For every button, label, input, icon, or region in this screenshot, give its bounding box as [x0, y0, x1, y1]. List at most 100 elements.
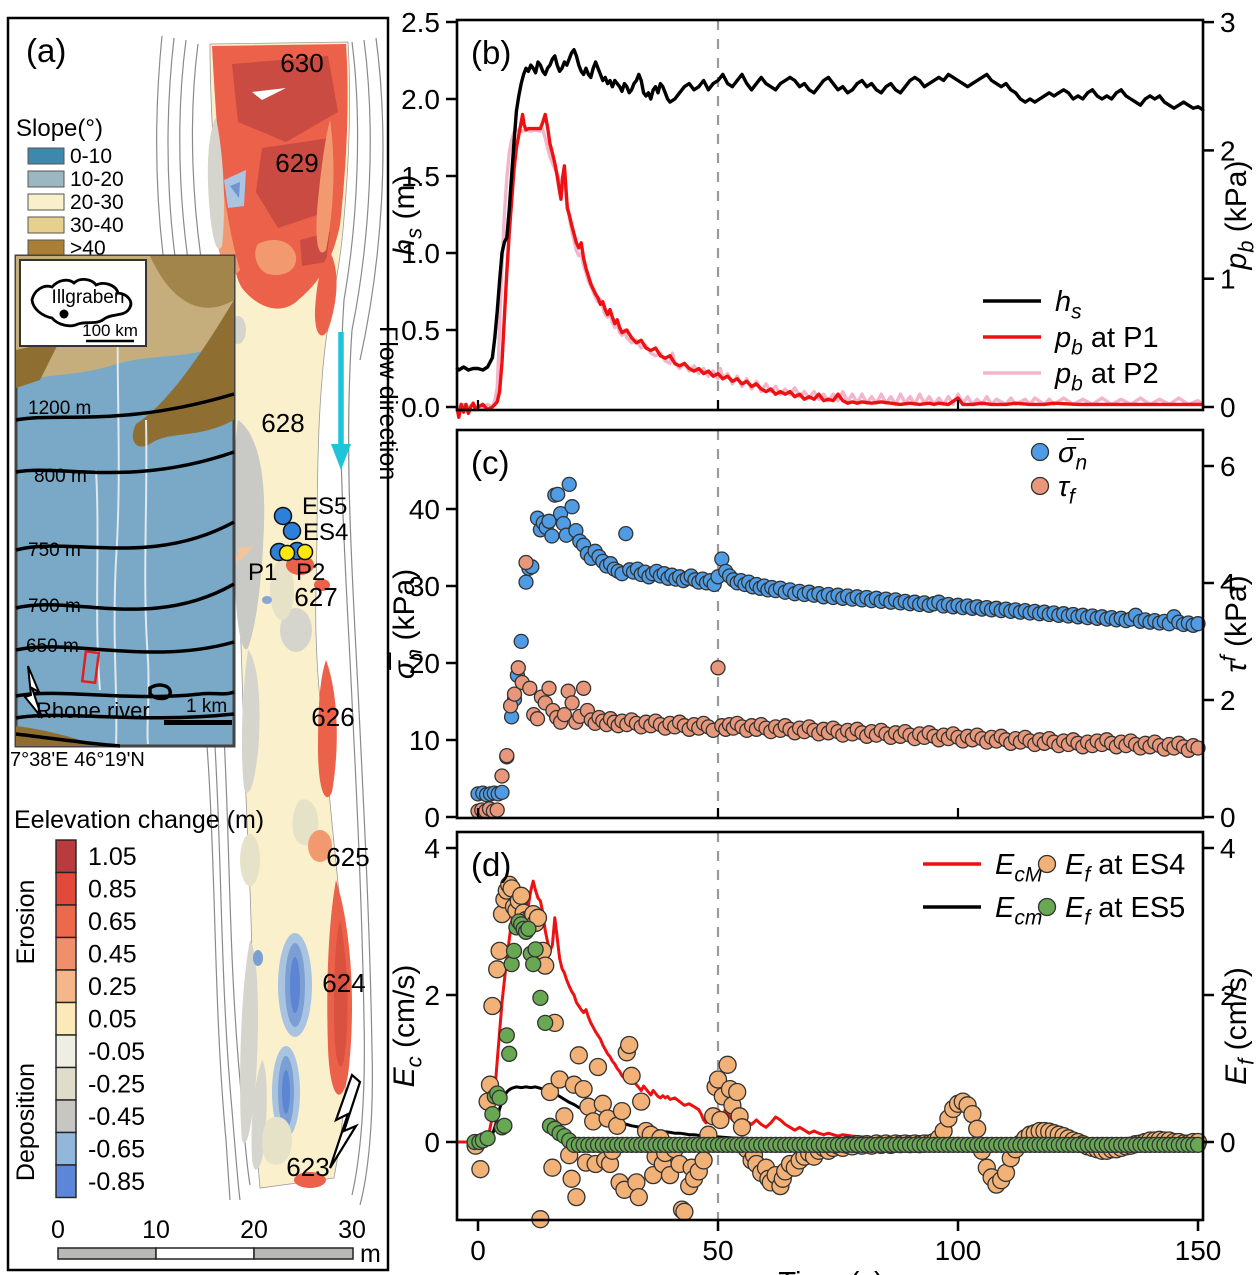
point-E_f_ES4	[555, 1107, 574, 1126]
panel-label-c: (c)	[471, 444, 509, 481]
colorbar-cell	[55, 1066, 77, 1101]
colorbar-value: -0.45	[88, 1103, 145, 1131]
slope-label-0-10: 0-10	[70, 145, 112, 168]
slope-legend-title: Slope(°)	[16, 115, 103, 142]
point-E_f_ES5	[505, 942, 523, 960]
switzerland-inset: Illgraben 100 km	[19, 259, 147, 347]
plot-frame	[455, 428, 1205, 820]
point-tau_f	[510, 660, 526, 676]
left-tick-label: 0.5	[401, 315, 440, 346]
colorbar-cell	[55, 969, 77, 1004]
scalebar-10: 10	[142, 1216, 170, 1244]
inset-elev-750: 750 m	[28, 540, 81, 561]
contour-label-628: 628	[261, 408, 304, 438]
left-axis-title: σ̅n (kPa)	[388, 569, 427, 679]
bottom-tick-label: 150	[1175, 1235, 1222, 1266]
chart-b: 0.0 0.5 1.0 1.5 2.0 2.5 0 1 2 3 (b) hs (m) pb (kPa) h…	[388, 7, 1256, 423]
scalebar-30: 30	[338, 1216, 366, 1244]
point-E_f_ES4	[968, 1119, 987, 1138]
point-E_f_ES5	[491, 1089, 508, 1107]
point-sigma_n_mean	[513, 633, 529, 650]
bottom-tick-label: 100	[935, 1235, 982, 1266]
slope-swatch-10-20	[27, 170, 65, 188]
point-sigma_n_mean	[1190, 616, 1206, 632]
right-tick-label: 0	[1220, 1127, 1236, 1158]
point-sigma_n_mean	[564, 499, 580, 515]
station-es4-label: ES4	[303, 519, 348, 546]
panel-a-label: (a)	[26, 32, 66, 69]
right-tick-label: 6	[1220, 451, 1236, 482]
colorbar-value: 0.45	[88, 941, 137, 969]
erosion-label: Erosion	[12, 880, 40, 965]
left-tick-label: 0.0	[401, 392, 440, 423]
flow-direction: Flow direction	[331, 326, 402, 480]
point-E_f_ES4	[612, 1101, 632, 1121]
legend-label: hs	[1055, 286, 1082, 323]
point-E_f_ES4	[675, 1202, 694, 1221]
bottom-tick-label: 0	[470, 1235, 486, 1266]
colorbar-title: Eelevation change (m)	[14, 806, 264, 834]
contour-label-627: 627	[294, 582, 337, 612]
scalebar-tick-labels: 0 10 20 30	[51, 1216, 366, 1244]
rhone-river-label: Rhone river	[36, 698, 150, 723]
point-E_f_ES4	[567, 1187, 586, 1207]
point-E_f_ES4	[588, 1057, 608, 1077]
point-E_f_ES5	[501, 1045, 518, 1062]
right-tick-label: 2	[1220, 135, 1236, 166]
left-tick-label: 0	[424, 1127, 440, 1158]
right-tick-label: 0	[1220, 802, 1236, 833]
point-E_f_ES5	[479, 1130, 496, 1147]
colorbar-cells	[55, 839, 77, 1199]
right-tick-label: 0	[1220, 392, 1236, 423]
point-tau_f	[556, 706, 573, 723]
contour-label-625: 625	[326, 842, 369, 872]
colorbar-cell	[55, 1034, 77, 1069]
station-es5-marker	[273, 506, 293, 526]
colorbar-cell	[55, 1131, 77, 1166]
deposition-label: Deposition	[12, 1063, 40, 1181]
right-tick-label: 4	[1220, 568, 1236, 599]
stations: ES5 ES4 P1 P2	[248, 493, 348, 586]
bottom-tick-label: 50	[702, 1235, 733, 1266]
left-tick-label: 2.0	[401, 84, 440, 115]
x-axis-title: Time (s)	[778, 1267, 883, 1275]
contour-labels: 630 629 628 627 626 625 624 623	[261, 48, 369, 1182]
right-tick-label: 3	[1220, 7, 1236, 38]
point-sigma_n_mean	[561, 476, 577, 493]
point-tau_f	[575, 680, 592, 696]
slope-label-40: >40	[70, 237, 106, 260]
legend-swatch-dot	[1037, 854, 1057, 874]
contour-label-623: 623	[286, 1152, 329, 1182]
point-E_f_ES4	[574, 1079, 593, 1099]
station-es4-marker	[282, 521, 302, 541]
scalebar-0: 0	[51, 1216, 65, 1244]
slope-legend: Slope(°) 0-10 10-20 20-30 30-40 >40	[16, 115, 124, 260]
slope-label-30-40: 30-40	[70, 214, 124, 237]
point-sigma_n_mean	[550, 486, 566, 503]
inset-elev-650: 650 m	[26, 636, 79, 657]
illgraben-label: Illgraben	[52, 287, 125, 308]
scalebar-20: 20	[240, 1216, 268, 1244]
station-p1-marker	[278, 544, 296, 562]
point-E_f_ES5	[520, 920, 537, 938]
point-tau_f	[522, 680, 538, 696]
series-h_s	[455, 48, 1205, 372]
point-E_f_ES4	[562, 1169, 581, 1188]
point-E_f_ES4	[483, 996, 502, 1016]
colorbar-cell	[55, 1164, 77, 1199]
point-E_f_ES4	[490, 941, 509, 961]
point-E_f_ES4	[718, 1055, 737, 1074]
left-axis-title: hs (m)	[388, 175, 427, 256]
slope-label-10-20: 10-20	[70, 168, 124, 191]
point-E_f_ES4	[512, 886, 531, 905]
point-tau_f	[499, 747, 515, 764]
point-E_f_ES5	[498, 1027, 515, 1044]
point-E_f_ES5	[527, 941, 544, 958]
right-axis-title: Ef (cm/s)	[1220, 967, 1256, 1085]
point-tau_f	[494, 768, 510, 784]
inset-elevation-labels: 1200 m 800 m 750 m 700 m 650 m	[26, 398, 91, 657]
point-E_f_ES4	[471, 1160, 490, 1179]
point-tau_f	[489, 802, 505, 818]
channel-raster	[207, 41, 352, 1189]
point-tau_f	[710, 660, 726, 676]
